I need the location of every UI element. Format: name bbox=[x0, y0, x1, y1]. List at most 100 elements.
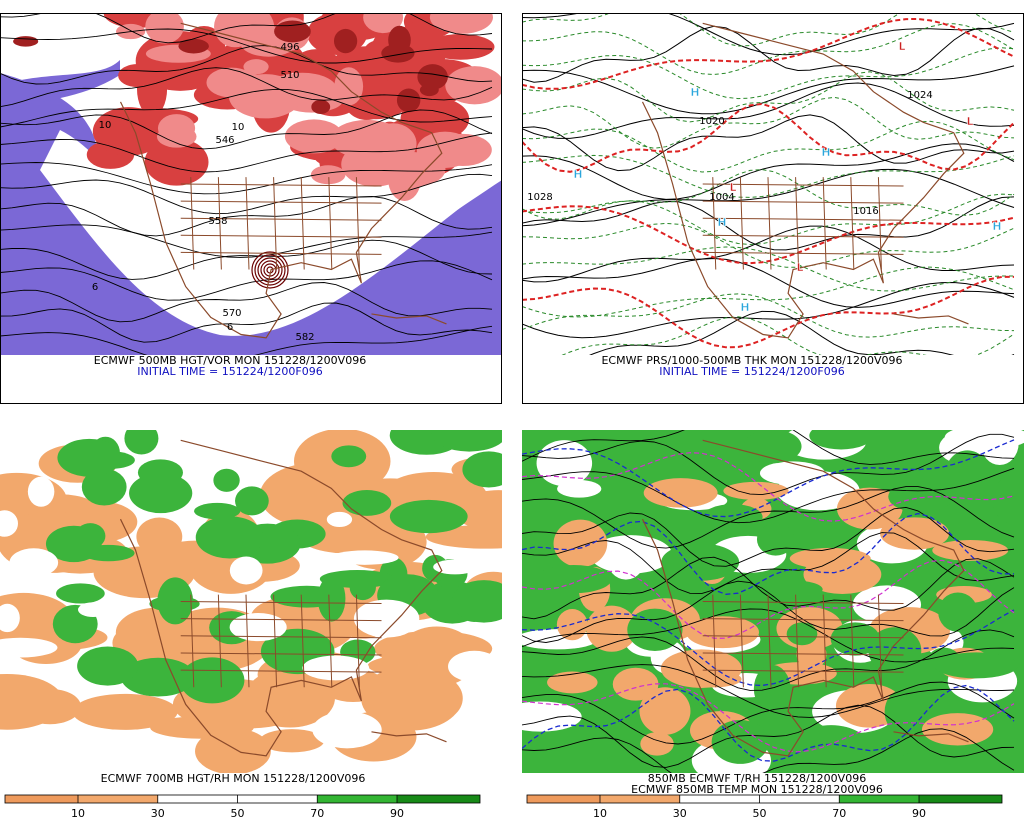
shaded-area bbox=[0, 637, 58, 658]
panel-frame bbox=[0, 13, 502, 404]
shaded-area bbox=[144, 138, 209, 186]
pressure-center: L bbox=[796, 261, 803, 274]
state-border bbox=[217, 177, 222, 270]
state-border bbox=[850, 177, 855, 270]
pressure-center: L bbox=[898, 40, 905, 53]
shaded-area bbox=[547, 671, 598, 694]
state-border bbox=[180, 601, 382, 604]
island bbox=[371, 313, 447, 325]
contour-line bbox=[522, 452, 1015, 522]
coastline bbox=[119, 439, 443, 757]
shaded-area bbox=[9, 548, 59, 578]
shaded-area bbox=[284, 119, 344, 154]
colorbar-label: 50 bbox=[231, 807, 245, 819]
pressure-center: H bbox=[717, 216, 726, 229]
contour-line bbox=[522, 728, 1015, 773]
shaded-area bbox=[535, 565, 612, 594]
colorbar-label: 90 bbox=[912, 807, 926, 819]
shaded-area bbox=[0, 673, 64, 730]
colorbar-segment bbox=[679, 795, 760, 803]
colorbar-label: 70 bbox=[310, 807, 324, 819]
panel-subtitle: INITIAL TIME = 151224/1200F096 bbox=[137, 365, 322, 378]
contour-line bbox=[522, 65, 1015, 115]
colorbar-frame bbox=[526, 794, 1003, 804]
map-background bbox=[522, 13, 1024, 355]
contour-line bbox=[0, 195, 493, 237]
panel-title: ECMWF PRS/1000-500MB THK MON 151228/1200… bbox=[601, 354, 902, 367]
contour-line bbox=[522, 681, 1015, 745]
map-panel bbox=[0, 430, 502, 773]
island bbox=[893, 313, 969, 325]
state-border bbox=[328, 594, 333, 688]
contour-line bbox=[522, 205, 1015, 265]
contour-line bbox=[522, 13, 1015, 47]
shaded-area bbox=[124, 430, 159, 455]
pressure-center: H bbox=[573, 168, 582, 181]
shaded-area bbox=[830, 622, 880, 656]
contour-line bbox=[0, 282, 493, 323]
state-border bbox=[712, 594, 717, 688]
shaded-area bbox=[330, 119, 404, 159]
shaded-area bbox=[56, 583, 105, 604]
colorbar-segment bbox=[527, 795, 600, 803]
shaded-area bbox=[536, 440, 593, 487]
map-panel bbox=[0, 13, 502, 355]
shaded-area bbox=[790, 741, 825, 773]
shaded-area bbox=[331, 445, 367, 468]
shaded-area bbox=[786, 622, 818, 646]
shaded-area bbox=[884, 690, 919, 734]
shaded-area bbox=[81, 468, 127, 506]
contour-line bbox=[522, 281, 1015, 339]
shaded-area bbox=[353, 599, 420, 638]
shaded-area bbox=[803, 554, 882, 595]
shaded-area bbox=[938, 592, 978, 632]
contour-line bbox=[522, 629, 1015, 691]
contour-label: 6 bbox=[92, 282, 98, 293]
panel-subtitle: ECMWF 850MB TEMP MON 151228/1200V096 bbox=[631, 783, 883, 796]
state-border bbox=[877, 594, 882, 688]
state-border bbox=[273, 177, 278, 270]
shaded-area bbox=[980, 430, 1019, 465]
state-border bbox=[217, 594, 222, 688]
shaded-area bbox=[145, 13, 184, 44]
shaded-area bbox=[589, 535, 672, 574]
shaded-area bbox=[809, 430, 873, 450]
colorbar-segment bbox=[157, 795, 238, 803]
colorbar-segment bbox=[919, 795, 1002, 803]
shaded-area bbox=[758, 580, 823, 599]
state-border bbox=[180, 652, 382, 656]
colorbar-label: 10 bbox=[593, 807, 607, 819]
contour-line bbox=[522, 506, 1015, 567]
contour-line bbox=[561, 316, 1015, 355]
contour-line bbox=[522, 609, 1015, 687]
shaded-area bbox=[711, 719, 769, 764]
shaded-area bbox=[776, 471, 860, 511]
state-border bbox=[739, 177, 744, 270]
shaded-area bbox=[178, 38, 209, 54]
colorbar-segment bbox=[317, 795, 397, 803]
pressure-center: H bbox=[821, 146, 830, 159]
shaded-area bbox=[396, 88, 421, 113]
state-border bbox=[180, 234, 382, 238]
contour-line bbox=[522, 266, 1015, 318]
shaded-area bbox=[992, 474, 1024, 525]
panel-subtitle: INITIAL TIME = 151224/1200F096 bbox=[659, 365, 844, 378]
state-border bbox=[702, 217, 904, 221]
state-border bbox=[355, 594, 360, 688]
shaded-area bbox=[928, 647, 960, 671]
shaded-area bbox=[660, 649, 742, 688]
shaded-area bbox=[326, 511, 353, 528]
shaded-area bbox=[57, 438, 122, 477]
contour-label: 1016 bbox=[853, 206, 878, 217]
state-border bbox=[245, 594, 250, 688]
colorbar-segment bbox=[759, 795, 840, 803]
contour-line bbox=[522, 13, 1015, 56]
contour-line bbox=[522, 559, 1015, 639]
shaded-area bbox=[137, 459, 183, 486]
panel-title: 850MB ECMWF T/RH 151228/1200V096 bbox=[648, 772, 866, 785]
shaded-area bbox=[640, 732, 674, 756]
shaded-area bbox=[417, 64, 448, 90]
state-border bbox=[180, 669, 382, 673]
shaded-area bbox=[445, 66, 502, 105]
contour-line bbox=[522, 225, 1015, 283]
